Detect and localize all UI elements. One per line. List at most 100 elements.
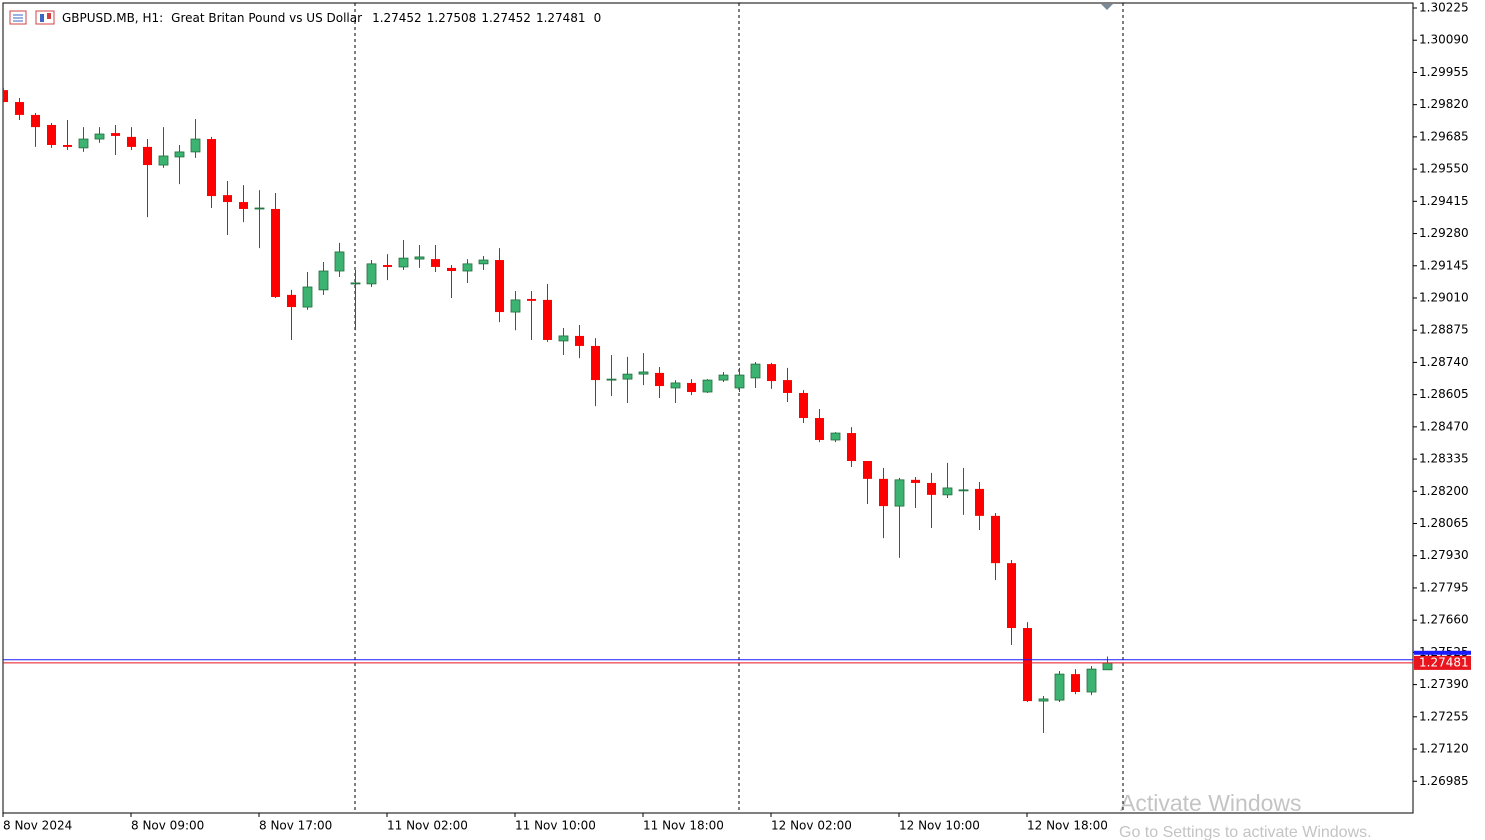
- candle-body: [190, 138, 201, 153]
- plot-frame: [2, 2, 1414, 814]
- y-tick-label: 1.30090: [1419, 33, 1469, 47]
- chart-header: GBPUSD.MB, H1: Great Britan Pound vs US D…: [62, 11, 601, 25]
- y-tick-label: 1.27660: [1419, 613, 1469, 627]
- candle-body: [302, 286, 313, 308]
- candle-body: [254, 207, 265, 210]
- candle-body: [655, 372, 664, 387]
- candle-body: [687, 382, 696, 393]
- candle-body: [478, 259, 489, 265]
- candle-body: [942, 487, 953, 496]
- candle-body: [1038, 698, 1049, 702]
- y-tick-label: 1.28605: [1419, 387, 1469, 401]
- x-tick-label: 12 Nov 10:00: [899, 819, 980, 833]
- candle-body: [350, 282, 361, 285]
- y-tick-label: 1.27390: [1419, 677, 1469, 691]
- x-tick-label: 11 Nov 02:00: [387, 819, 468, 833]
- watermark-title: Activate Windows: [1120, 790, 1302, 816]
- candle-body: [670, 382, 681, 389]
- candle-body: [575, 335, 584, 346]
- ask-marker: [1414, 650, 1471, 655]
- bid-label-box: [1414, 655, 1471, 670]
- candle-body: [78, 138, 89, 149]
- candle-body: [398, 257, 409, 268]
- candle-body: [495, 260, 504, 313]
- x-tick-label: 8 Nov 17:00: [259, 819, 332, 833]
- candle-body: [510, 299, 521, 313]
- y-tick-label: 1.26985: [1419, 774, 1469, 788]
- candle-body: [287, 294, 296, 308]
- candle-body: [271, 208, 280, 298]
- shift-marker: [1101, 4, 1113, 10]
- chart-title: GBPUSD.MB, H1:: [62, 11, 163, 25]
- candle-body: [1023, 628, 1032, 702]
- candle-body: [879, 478, 888, 507]
- candle-body: [383, 265, 392, 267]
- candle-body: [622, 373, 633, 380]
- y-tick-label: 1.27795: [1419, 580, 1469, 594]
- candle-body: [94, 133, 105, 140]
- y-tick-label: 1.29010: [1419, 290, 1469, 304]
- y-tick-label: 1.27120: [1419, 742, 1469, 756]
- candle-body: [606, 378, 617, 381]
- x-tick-label: 11 Nov 10:00: [515, 819, 596, 833]
- y-tick-label: 1.28875: [1419, 323, 1469, 337]
- candle-body: [767, 364, 776, 382]
- candle-body: [1102, 662, 1113, 671]
- y-tick-label: 1.27255: [1419, 709, 1469, 723]
- candle-body: [127, 136, 136, 147]
- y-tick-label: 1.29820: [1419, 97, 1469, 111]
- y-tick-label: 1.30225: [1419, 1, 1469, 15]
- candle-body: [991, 515, 1000, 564]
- watermark-text: Go to Settings to activate Windows.: [1119, 824, 1372, 840]
- candle-body: [223, 195, 232, 203]
- candle-body: [31, 114, 40, 128]
- candle-body: [527, 298, 536, 301]
- candle-body: [830, 432, 841, 441]
- y-tick-label: 1.28470: [1419, 419, 1469, 433]
- x-tick-label: 8 Nov 2024: [3, 819, 72, 833]
- candle-body: [718, 374, 729, 381]
- candle-body: [47, 124, 56, 146]
- candle-body: [958, 489, 969, 492]
- candle-body: [1086, 668, 1097, 693]
- candle-body: [63, 145, 72, 147]
- candle-body: [462, 263, 473, 272]
- header-icons: [9, 10, 55, 25]
- y-tick-label: 1.28335: [1419, 452, 1469, 466]
- candle-body: [591, 345, 600, 381]
- candle-body: [638, 371, 649, 375]
- y-tick-label: 1.29145: [1419, 258, 1469, 272]
- x-tick-label: 8 Nov 09:00: [131, 819, 204, 833]
- candle-body: [750, 363, 761, 379]
- candle-body: [3, 90, 8, 103]
- candle-body: [558, 335, 569, 342]
- x-tick-label: 12 Nov 02:00: [771, 819, 852, 833]
- y-tick-label: 1.29955: [1419, 65, 1469, 79]
- header-volume: 0: [594, 11, 602, 25]
- candle-body: [911, 479, 920, 483]
- y-tick-label: 1.29550: [1419, 162, 1469, 176]
- y-tick-label: 1.28065: [1419, 516, 1469, 530]
- candle-body: [111, 133, 120, 136]
- bid-label: 1.27481: [1419, 655, 1469, 669]
- candle-body: [734, 374, 745, 389]
- plot-area: [3, 3, 1413, 813]
- candle-body: [1071, 674, 1080, 693]
- x-tick-label: 11 Nov 18:00: [643, 819, 724, 833]
- y-tick-label: 1.29280: [1419, 226, 1469, 240]
- candle-body: [799, 392, 808, 419]
- y-tick-label: 1.29685: [1419, 129, 1469, 143]
- candle-body: [447, 267, 456, 272]
- candle-body: [158, 155, 169, 166]
- candle-body: [15, 102, 24, 115]
- candle-body: [975, 488, 984, 516]
- candle-body: [366, 263, 377, 285]
- chart-subtitle: Great Britan Pound vs US Dollar: [171, 11, 362, 25]
- candle-body: [334, 251, 345, 272]
- candle-body: [143, 146, 152, 166]
- y-tick-label: 1.28200: [1419, 484, 1469, 498]
- candle-body: [414, 256, 425, 260]
- header-low: 1.27452: [481, 11, 531, 25]
